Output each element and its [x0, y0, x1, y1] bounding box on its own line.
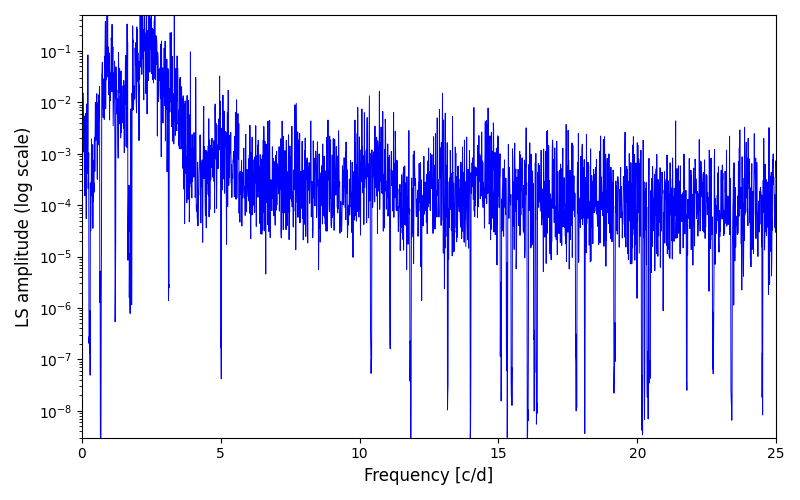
- X-axis label: Frequency [c/d]: Frequency [c/d]: [364, 467, 494, 485]
- Y-axis label: LS amplitude (log scale): LS amplitude (log scale): [15, 126, 33, 326]
